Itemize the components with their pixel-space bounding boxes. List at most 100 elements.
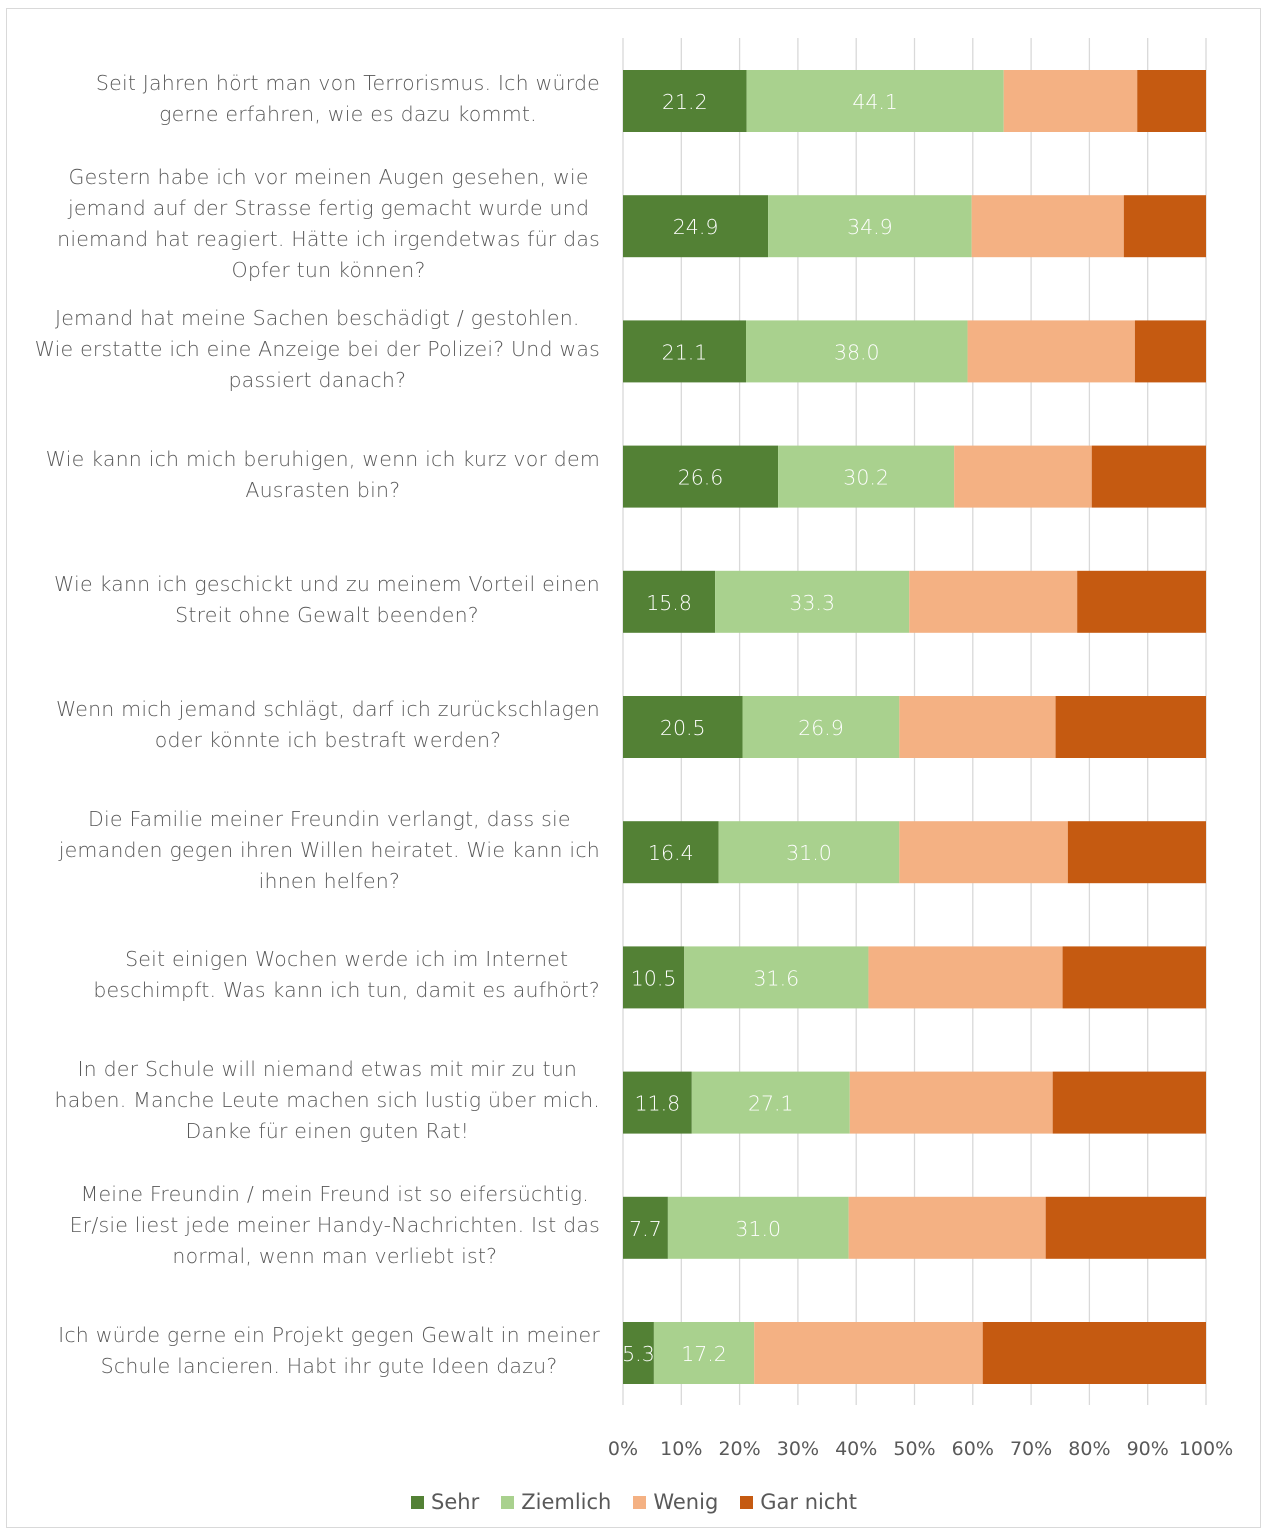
data-label: 17.2 (681, 1342, 727, 1366)
category-label-line: In der Schule will niemand etwas mit mir… (77, 1057, 578, 1082)
category-label-line: passiert danach? (228, 367, 407, 392)
bar-segment-wenig (868, 946, 1063, 1009)
x-tick-label: 100% (1179, 1438, 1233, 1460)
category-label-text: Wie kann ich geschickt und zu meinem Vor… (54, 569, 600, 631)
category-label-text: Die Familie meiner Freundin verlangt, da… (59, 804, 600, 897)
data-label: 24.9 (673, 215, 719, 239)
category-label-line: Streit ohne Gewalt beenden? (175, 602, 479, 627)
x-tick-label: 70% (1010, 1438, 1052, 1460)
category-label-line: Danke für einen guten Rat! (185, 1119, 469, 1144)
category-label-line: Seit Jahren hört man von Terrorismus. Ic… (95, 71, 600, 95)
bar-segment-wenig (909, 570, 1078, 633)
x-tick-label: 90% (1127, 1438, 1169, 1460)
bar-segment-ziemlich (691, 1071, 850, 1134)
category-label-text: Wie kann ich mich beruhigen, wenn ich ku… (46, 444, 600, 506)
data-label: 11.8 (635, 1092, 681, 1116)
data-label: 33.3 (789, 591, 835, 615)
bar-segment-gar-nicht (1052, 1071, 1206, 1134)
category-label-line: Opfer tun können? (231, 258, 426, 283)
legend-item: Sehr (411, 1490, 479, 1514)
x-tick-label: 80% (1068, 1438, 1110, 1460)
category-label-line: beschimpft. Was kann ich tun, damit es a… (93, 978, 600, 1003)
bar-segment-wenig (848, 1196, 1046, 1259)
data-label: 30.2 (843, 466, 889, 490)
legend-label: Gar nicht (760, 1490, 857, 1514)
category-label-line: Gestern habe ich vor meinen Augen gesehe… (68, 165, 589, 190)
bar-segment-sehr (623, 821, 719, 884)
category-label-line: Wie kann ich geschickt und zu meinem Vor… (54, 571, 600, 596)
category-label-text: Ich würde gerne ein Projekt gegen Gewalt… (58, 1320, 600, 1382)
category-label-line: haben. Manche Leute machen sich lustig ü… (54, 1088, 600, 1113)
category-label-line: Die Familie meiner Freundin verlangt, da… (88, 806, 571, 831)
legend-swatch (411, 1495, 425, 1509)
bar-segment-ziemlich (718, 821, 900, 884)
bar-segment-gar-nicht (1055, 696, 1206, 758)
x-tick-label: 0% (608, 1438, 638, 1460)
bar-segment-sehr (623, 1322, 654, 1384)
category-label-text: Gestern habe ich vor meinen Augen gesehe… (57, 162, 600, 286)
data-label: 20.5 (660, 716, 706, 740)
data-label: 21.2 (662, 90, 708, 114)
bar-segment-gar-nicht (1123, 195, 1206, 258)
data-label: 31.6 (754, 966, 800, 990)
category-label: Gestern habe ich vor meinen Augen gesehe… (30, 162, 600, 286)
legend-swatch (740, 1495, 754, 1509)
legend-item: Gar nicht (740, 1490, 857, 1514)
category-label: Wie kann ich mich beruhigen, wenn ich ku… (30, 444, 600, 506)
category-label: Jemand hat meine Sachen beschädigt / ges… (30, 303, 600, 396)
category-label-line: Wie kann ich mich beruhigen, wenn ich ku… (45, 446, 600, 471)
bar-segment-gar-nicht (1045, 1196, 1206, 1259)
category-label: Meine Freundin / mein Freund ist so eife… (30, 1179, 600, 1272)
bar-segment-ziemlich (746, 70, 1004, 132)
bar-segment-gar-nicht (982, 1322, 1206, 1384)
data-label: 26.6 (678, 466, 724, 490)
bar-segment-sehr (623, 1071, 692, 1134)
category-label-text: Wenn mich jemand schlägt, darf ich zurüc… (56, 694, 600, 756)
bar-segment-ziemlich (667, 1196, 849, 1259)
category-label-line: Meine Freundin / mein Freund ist so eife… (80, 1182, 589, 1207)
legend-label: Ziemlich (521, 1490, 612, 1514)
category-label-text: Jemand hat meine Sachen beschädigt / ges… (35, 303, 600, 396)
legend-swatch (633, 1495, 647, 1509)
bar-segment-gar-nicht (1067, 821, 1206, 884)
data-label: 27.1 (748, 1092, 794, 1116)
category-label-line: Er/sie liest jede meiner Handy-Nachricht… (69, 1213, 600, 1238)
category-label-line: Seit einigen Wochen werde ich im Interne… (125, 947, 569, 972)
category-label-line: gerne erfahren, wie es dazu kommt. (159, 102, 537, 126)
category-label-line: Wie erstatte ich eine Anzeige bei der Po… (34, 336, 600, 361)
data-label: 7.7 (629, 1217, 662, 1241)
category-label-line: ihnen helfen? (258, 868, 401, 893)
bar-segment-sehr (623, 445, 779, 508)
bar-segment-sehr (623, 946, 685, 1009)
bar-segment-gar-nicht (1137, 70, 1206, 132)
bar-segment-gar-nicht (1062, 946, 1206, 1009)
bar-segment-sehr (623, 70, 747, 132)
data-label: 44.1 (852, 90, 898, 114)
category-label-text: In der Schule will niemand etwas mit mir… (55, 1054, 600, 1147)
bar-segment-wenig (899, 696, 1056, 758)
data-label: 21.1 (662, 340, 708, 364)
data-label: 10.5 (631, 966, 677, 990)
bar-segment-sehr (623, 320, 747, 383)
bar-segment-wenig (967, 320, 1135, 383)
data-label: 5.3 (622, 1342, 655, 1366)
x-tick-label: 30% (777, 1438, 819, 1460)
x-tick-label: 20% (718, 1438, 760, 1460)
bar-segment-ziemlich (742, 696, 900, 758)
category-label: Ich würde gerne ein Projekt gegen Gewalt… (30, 1320, 600, 1382)
chart-frame (6, 8, 1261, 1528)
category-label-line: Ich würde gerne ein Projekt gegen Gewalt… (58, 1323, 600, 1347)
bar-segment-gar-nicht (1077, 570, 1206, 633)
category-label-line: Ausrasten bin? (245, 477, 401, 502)
data-label: 34.9 (847, 215, 893, 239)
bar-segment-sehr (623, 1196, 668, 1259)
bar-segment-ziemlich (653, 1322, 755, 1384)
category-label: In der Schule will niemand etwas mit mir… (30, 1054, 600, 1147)
bar-segment-gar-nicht (1091, 445, 1206, 508)
legend-item: Ziemlich (501, 1490, 611, 1514)
bar-segment-ziemlich (778, 445, 955, 508)
category-label-line: Schule lancieren. Habt ihr gute Ideen da… (100, 1354, 558, 1378)
category-label: Die Familie meiner Freundin verlangt, da… (30, 804, 600, 897)
bar-segment-sehr (623, 696, 743, 758)
